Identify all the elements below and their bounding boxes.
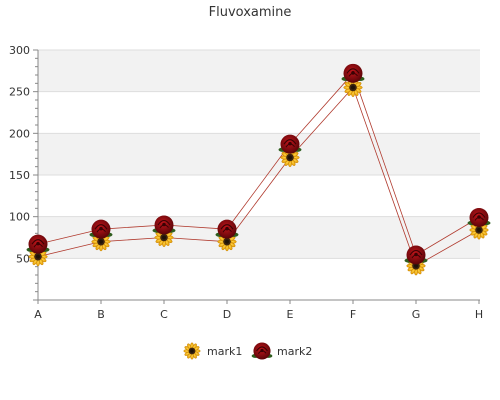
y-tick-label: 200 [9, 127, 30, 140]
legend-sunflower-icon [183, 342, 201, 360]
y-tick-label: 250 [9, 86, 30, 99]
grid-band [38, 133, 480, 175]
y-tick-label: 150 [9, 169, 30, 182]
chart-title: Fluvoxamine [208, 5, 292, 20]
y-tick-label: 50 [16, 252, 30, 265]
y-tick-label: 300 [9, 44, 30, 57]
x-tick-label: G [412, 308, 421, 321]
x-tick-label: B [97, 308, 105, 321]
legend-label-mark2: mark2 [277, 345, 312, 358]
rose-icon [215, 219, 239, 239]
series-line-mark1 [37, 86, 480, 267]
legend-rose-icon [251, 342, 273, 360]
legend-label-mark1: mark1 [207, 345, 242, 358]
x-tick-label: C [160, 308, 168, 321]
rose-icon [26, 234, 50, 254]
rose-icon [341, 63, 365, 83]
grid-band [38, 50, 480, 92]
x-tick-label: F [350, 308, 356, 321]
rose-icon [404, 245, 428, 265]
y-tick-label: 100 [9, 211, 30, 224]
x-tick-label: D [223, 308, 231, 321]
x-tick-label: H [475, 308, 483, 321]
x-tick-label: E [287, 308, 294, 321]
x-tick-label: A [34, 308, 42, 321]
rose-icon [89, 219, 113, 239]
series-line-mark2 [37, 72, 480, 256]
rose-icon [152, 215, 176, 235]
rose-icon [467, 208, 491, 227]
rose-icon [278, 134, 302, 154]
